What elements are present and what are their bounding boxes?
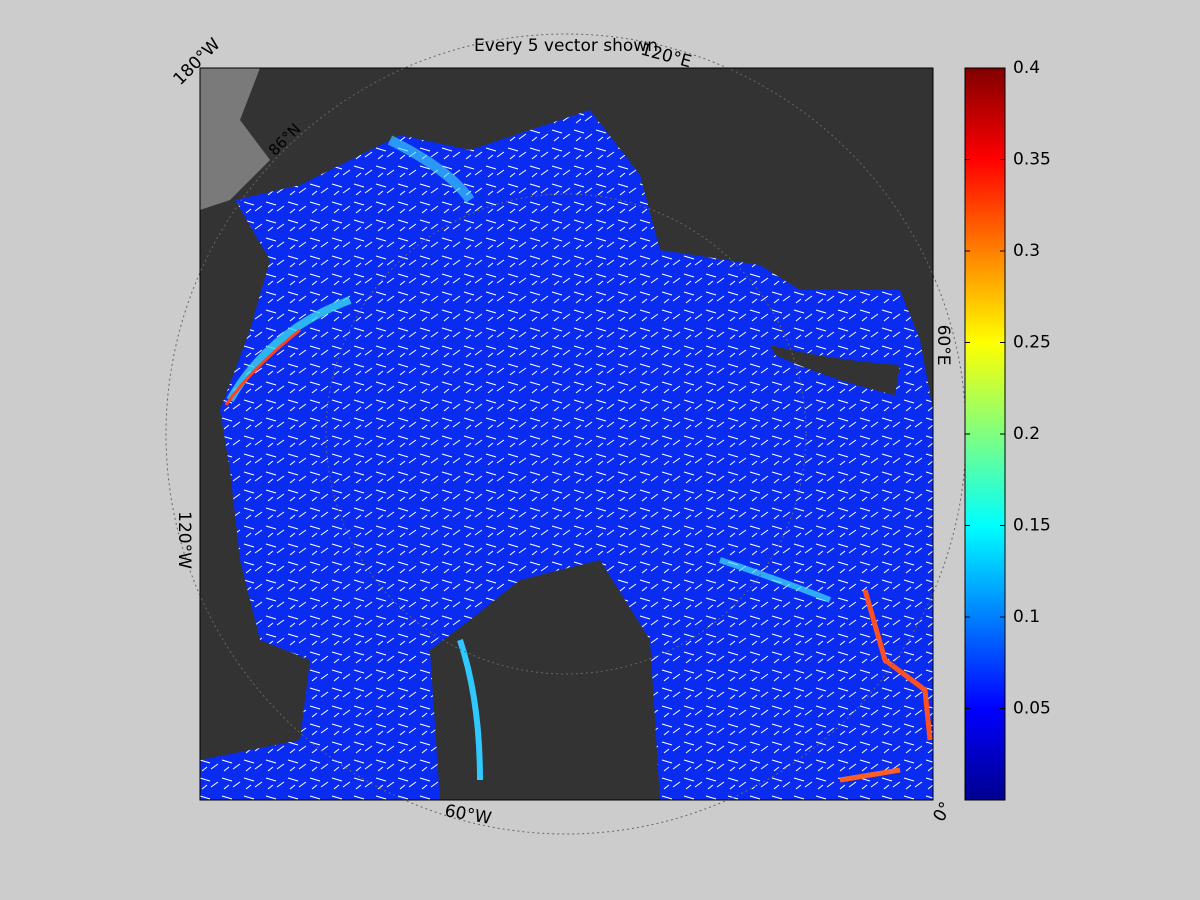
map <box>165 33 967 835</box>
colorbar-scale <box>964 67 1006 801</box>
map-frame <box>199 67 934 801</box>
tick-label: 0.35 <box>1013 150 1051 170</box>
map-label: 120°E <box>638 40 693 73</box>
tick-label: 0.1 <box>1013 607 1040 627</box>
tick-label: 0.3 <box>1013 241 1040 261</box>
current <box>224 328 301 406</box>
map-label: 60°W <box>443 801 493 829</box>
current <box>387 135 475 203</box>
tick-label: 0.2 <box>1013 424 1040 444</box>
tick-label: 0.05 <box>1013 699 1051 719</box>
map-label: 120°W <box>174 511 194 569</box>
tick-label: 0.4 <box>1013 58 1040 78</box>
map-label: 60°E <box>933 325 953 366</box>
tick-label: 0.25 <box>1013 333 1051 353</box>
map-label: 0° <box>930 799 957 826</box>
island <box>770 345 900 395</box>
title: Every 5 vector shown <box>474 36 658 56</box>
current <box>839 767 901 783</box>
current <box>457 639 483 781</box>
tick-label: 0.15 <box>1013 516 1051 536</box>
graticule <box>325 193 807 675</box>
current <box>862 589 933 741</box>
vectors <box>200 110 933 800</box>
current <box>719 557 832 603</box>
colorbar: 0.05 0.1 0.15 0.2 0.25 0.3 0.35 0.4 <box>964 58 1051 801</box>
land-light <box>200 68 270 210</box>
current <box>226 296 352 402</box>
